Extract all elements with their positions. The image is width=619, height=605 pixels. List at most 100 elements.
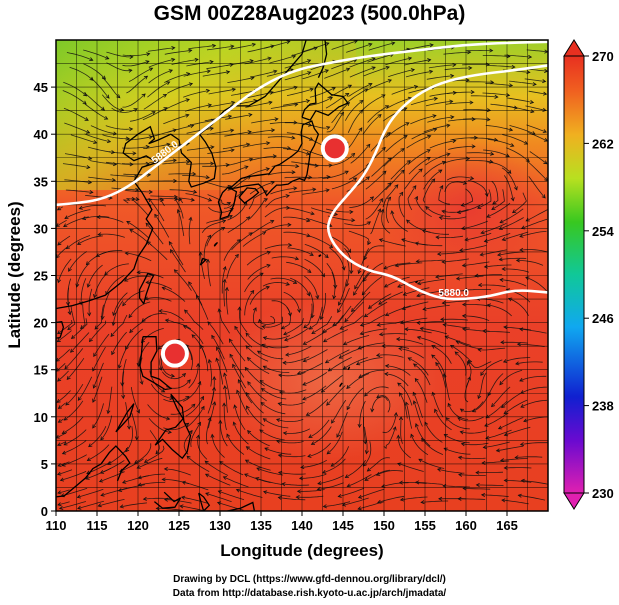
streamline-arrow: [477, 283, 483, 288]
streamline-arrow: [231, 100, 236, 105]
streamline-arrow: [501, 266, 506, 271]
streamline-arrow: [513, 186, 518, 191]
streamline: [331, 59, 357, 70]
streamline-arrow: [143, 75, 149, 80]
streamline: [138, 473, 165, 479]
streamline-arrow: [205, 175, 210, 180]
streamline-arrow: [247, 429, 252, 435]
streamline-arrow: [97, 503, 102, 508]
streamline: [423, 161, 446, 177]
streamline-arrow: [482, 329, 487, 334]
streamline: [422, 178, 436, 203]
streamline-arrow: [57, 278, 62, 284]
streamline-arrow: [145, 161, 150, 166]
streamline: [128, 67, 153, 82]
streamline: [247, 430, 270, 447]
streamline-arrow: [204, 460, 209, 465]
streamline-arrow: [217, 308, 222, 313]
streamline: [154, 214, 170, 238]
streamline: [177, 209, 185, 237]
streamline: [366, 79, 392, 91]
streamline-arrow: [398, 346, 403, 351]
streamline-arrow: [316, 486, 321, 492]
streamline-arrow: [56, 206, 62, 211]
streamline-arrow: [342, 341, 348, 346]
streamline: [321, 374, 343, 393]
streamline-arrow: [148, 67, 154, 72]
streamline-arrow: [100, 436, 105, 441]
streamline: [526, 124, 547, 133]
streamline-arrow: [262, 418, 267, 422]
streamline-arrow: [507, 169, 512, 174]
streamline: [219, 420, 228, 447]
streamline-arrow: [375, 353, 381, 358]
streamline: [405, 70, 433, 78]
streamline: [259, 380, 285, 392]
streamline: [264, 447, 292, 455]
streamline-arrow: [345, 92, 350, 97]
x-tick-label: 135: [250, 518, 272, 533]
streamline-arrow: [387, 196, 392, 201]
streamline-arrow: [326, 126, 331, 130]
streamline-arrow: [98, 478, 104, 483]
streamline-arrow: [407, 56, 413, 61]
streamline-arrow: [194, 57, 199, 62]
streamline: [57, 469, 73, 475]
streamline: [348, 83, 373, 97]
streamline-arrow: [499, 458, 505, 463]
streamline-arrow: [191, 403, 196, 408]
coastline-segment: [318, 254, 322, 258]
streamline: [93, 362, 104, 389]
streamline-arrow: [314, 163, 319, 168]
streamline-arrow: [484, 192, 489, 197]
streamline: [344, 221, 371, 226]
streamline: [83, 92, 105, 111]
streamline: [500, 341, 528, 344]
streamline-arrow: [519, 442, 525, 447]
streamline-arrow: [222, 265, 227, 271]
streamline: [270, 187, 297, 195]
streamline: [415, 423, 431, 447]
streamline: [201, 220, 226, 234]
streamline: [368, 293, 392, 309]
streamline: [206, 45, 234, 51]
streamline-arrow: [165, 416, 171, 421]
streamline: [483, 149, 510, 157]
streamline-arrow: [136, 270, 141, 275]
streamline: [207, 321, 224, 345]
streamline-arrow: [211, 334, 216, 340]
streamline: [70, 134, 97, 144]
streamline-arrow: [185, 98, 190, 103]
streamline-arrow: [441, 259, 446, 264]
streamline: [226, 60, 254, 66]
streamline-arrow: [246, 216, 251, 221]
streamline-arrow: [486, 117, 491, 122]
streamline: [164, 73, 190, 83]
streamline-arrow: [414, 195, 418, 201]
streamline: [208, 88, 236, 95]
streamline: [208, 359, 212, 387]
y-axis-ticks: 0 5 10 15 20 25 30 35 40 45: [34, 80, 56, 519]
streamline: [162, 161, 190, 165]
streamline-arrow: [262, 231, 267, 236]
streamline-arrow: [111, 321, 116, 327]
streamline-arrow: [342, 365, 347, 370]
streamline-arrow: [166, 81, 171, 86]
streamline: [244, 57, 272, 65]
streamline: [508, 298, 529, 316]
streamline-arrow: [455, 340, 460, 345]
streamline: [414, 378, 428, 403]
streamline-arrow: [104, 115, 109, 120]
streamline: [346, 387, 364, 410]
streamline-arrow: [465, 156, 471, 161]
streamline: [367, 105, 389, 123]
streamline-arrow: [489, 48, 494, 53]
streamline-arrow: [262, 365, 267, 370]
streamline-arrow: [248, 113, 253, 118]
streamline: [498, 417, 524, 430]
streamline: [262, 282, 290, 287]
streamline-arrow: [117, 488, 123, 492]
streamline: [442, 485, 470, 488]
streamline: [244, 290, 255, 316]
streamline-arrow: [63, 223, 68, 228]
